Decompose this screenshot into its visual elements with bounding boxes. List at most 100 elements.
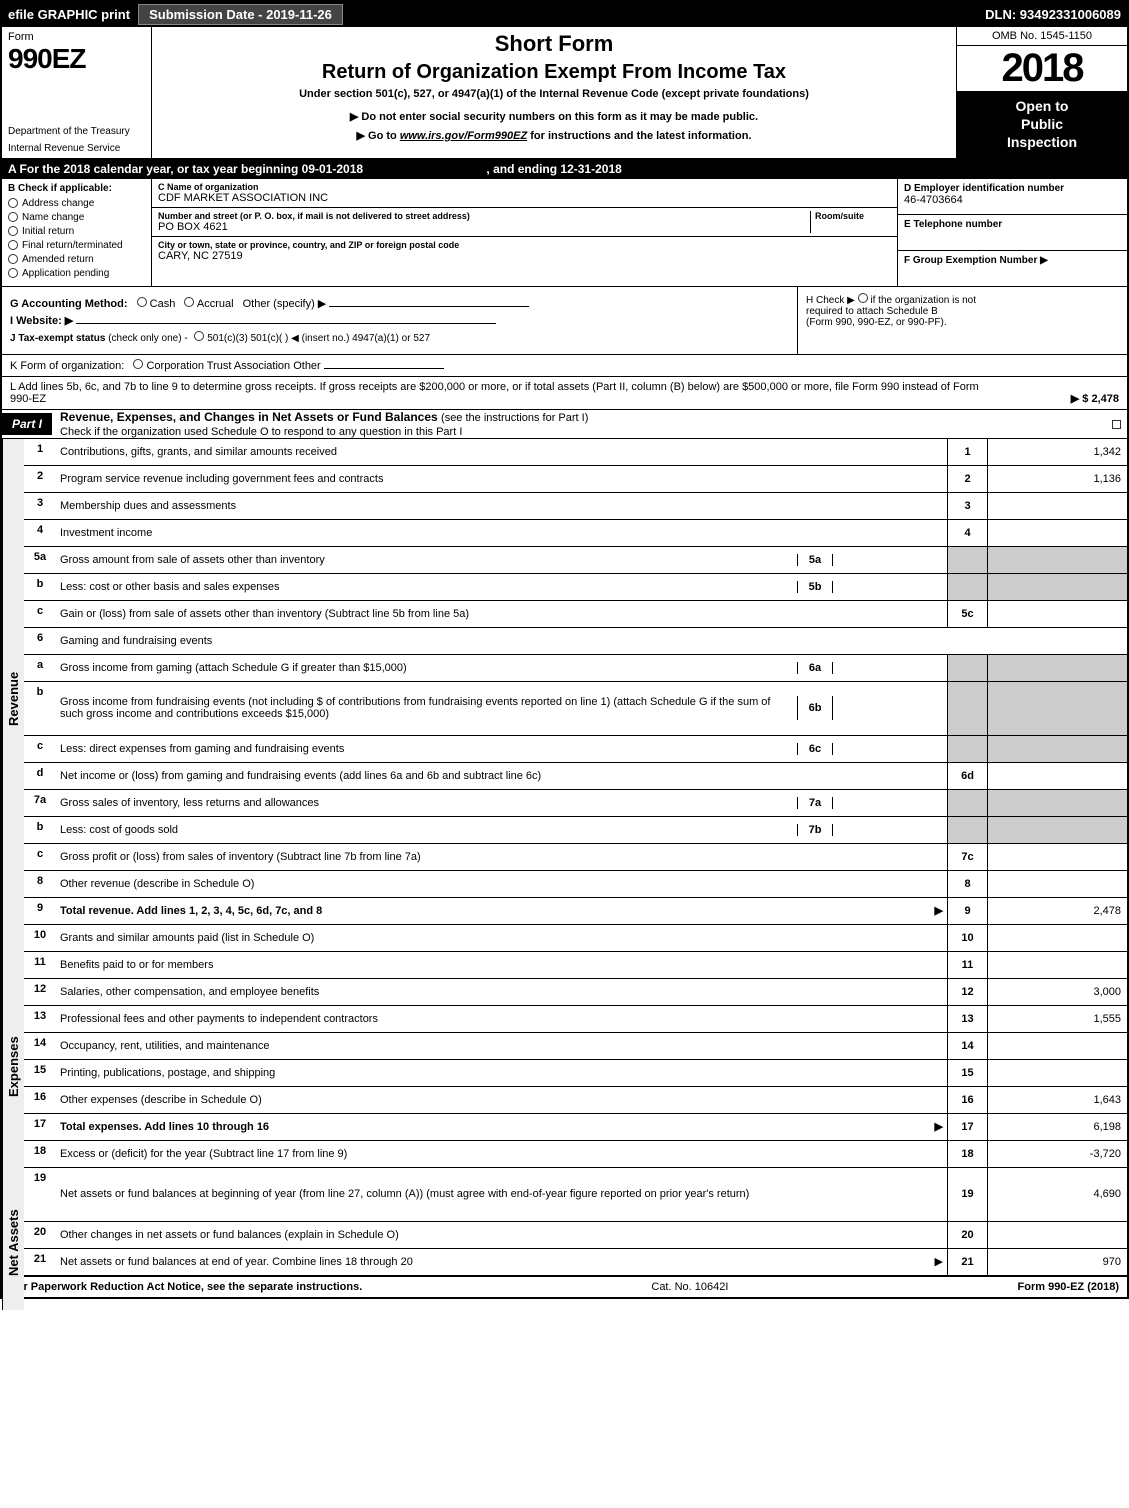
chk-final-return[interactable]: Final return/terminated xyxy=(8,240,145,251)
line-num: c xyxy=(24,736,56,762)
section-i: I Website: ▶ xyxy=(10,314,789,327)
line-ref: 13 xyxy=(947,1006,987,1032)
entity-block: B Check if applicable: Address change Na… xyxy=(2,179,1127,287)
line-5b: bLess: cost or other basis and sales exp… xyxy=(24,574,1127,601)
line-amount: 3,000 xyxy=(987,979,1127,1005)
line-amount xyxy=(987,520,1127,546)
line-desc: Gross profit or (loss) from sales of inv… xyxy=(56,844,947,870)
addr-label: Number and street (or P. O. box, if mail… xyxy=(158,211,804,221)
line-amount xyxy=(987,682,1127,735)
line-ref xyxy=(947,736,987,762)
line-ref: 3 xyxy=(947,493,987,519)
part-i-checkbox[interactable] xyxy=(1112,417,1121,431)
part-i-check-text: Check if the organization used Schedule … xyxy=(60,426,462,438)
submission-date: Submission Date - 2019-11-26 xyxy=(138,4,343,25)
line-ref: 10 xyxy=(947,925,987,951)
line-4: 4Investment income4 xyxy=(24,520,1127,547)
line-num: b xyxy=(24,817,56,843)
line-amount xyxy=(987,1060,1127,1086)
line-num: 7a xyxy=(24,790,56,816)
line-desc: Total revenue. Add lines 1, 2, 3, 4, 5c,… xyxy=(56,898,947,924)
line-amount xyxy=(987,790,1127,816)
vtab-expenses: Expenses xyxy=(2,959,24,1175)
line-desc: Less: cost or other basis and sales expe… xyxy=(56,574,947,600)
chk-initial-return[interactable]: Initial return xyxy=(8,226,145,237)
irs-link[interactable]: www.irs.gov/Form990EZ xyxy=(400,130,527,142)
line-num: 2 xyxy=(24,466,56,492)
line-10: 10Grants and similar amounts paid (list … xyxy=(24,925,1127,952)
line-num: c xyxy=(24,844,56,870)
line-num: 12 xyxy=(24,979,56,1005)
line-desc: Other expenses (describe in Schedule O) xyxy=(56,1087,947,1113)
line-desc: Gross income from gaming (attach Schedul… xyxy=(56,655,947,681)
chk-amended-return[interactable]: Amended return xyxy=(8,254,145,265)
line-desc: Gross income from fundraising events (no… xyxy=(56,682,947,735)
city-label: City or town, state or province, country… xyxy=(158,240,891,250)
line-num: 1 xyxy=(24,439,56,465)
chk-address-change[interactable]: Address change xyxy=(8,198,145,209)
part-i-label: Part I xyxy=(2,413,52,435)
line-6d: dNet income or (loss) from gaming and fu… xyxy=(24,763,1127,790)
irs-label: Internal Revenue Service xyxy=(8,143,145,154)
part-i-title: Revenue, Expenses, and Changes in Net As… xyxy=(60,410,438,424)
line-desc: Less: cost of goods sold7b xyxy=(56,817,947,843)
vtab-revenue: Revenue xyxy=(2,439,24,959)
dln: DLN: 93492331006089 xyxy=(985,7,1121,22)
line-16: 16Other expenses (describe in Schedule O… xyxy=(24,1087,1127,1114)
line-17: 17Total expenses. Add lines 10 through 1… xyxy=(24,1114,1127,1141)
meta-left: G Accounting Method: Cash Accrual Other … xyxy=(2,287,797,354)
goto-suffix: for instructions and the latest informat… xyxy=(527,130,751,142)
line-amount xyxy=(987,817,1127,843)
goto-note: ▶ Go to www.irs.gov/Form990EZ for instru… xyxy=(160,129,948,142)
room-label: Room/suite xyxy=(815,211,891,221)
form-page: efile GRAPHIC print Submission Date - 20… xyxy=(0,0,1129,1299)
line-amount xyxy=(987,736,1127,762)
line-num: 20 xyxy=(24,1222,56,1248)
line-ref: 19 xyxy=(947,1168,987,1221)
line-3: 3Membership dues and assessments3 xyxy=(24,493,1127,520)
footer-left: For Paperwork Reduction Act Notice, see … xyxy=(10,1281,362,1293)
line-desc: Salaries, other compensation, and employ… xyxy=(56,979,947,1005)
meta-block: G Accounting Method: Cash Accrual Other … xyxy=(2,287,1127,355)
line-19: 19Net assets or fund balances at beginni… xyxy=(24,1168,1127,1222)
efile-label: efile GRAPHIC print xyxy=(8,7,130,22)
line-ref: 14 xyxy=(947,1033,987,1059)
chk-application-pending[interactable]: Application pending xyxy=(8,268,145,279)
line-desc: Contributions, gifts, grants, and simila… xyxy=(56,439,947,465)
footer-right: Form 990-EZ (2018) xyxy=(1018,1281,1119,1293)
line-ref: 4 xyxy=(947,520,987,546)
period-row: A For the 2018 calendar year, or tax yea… xyxy=(2,159,1127,179)
short-form-title: Short Form xyxy=(160,31,948,57)
line-num: 14 xyxy=(24,1033,56,1059)
section-k: K Form of organization: Corporation Trus… xyxy=(2,355,1127,377)
line-desc: Gross amount from sale of assets other t… xyxy=(56,547,947,573)
section-b: B Check if applicable: Address change Na… xyxy=(2,179,152,286)
section-g: G Accounting Method: Cash Accrual Other … xyxy=(10,297,789,310)
body-lines: 1Contributions, gifts, grants, and simil… xyxy=(24,439,1127,1276)
line-amount xyxy=(987,844,1127,870)
line-ref xyxy=(947,547,987,573)
line-9: 9Total revenue. Add lines 1, 2, 3, 4, 5c… xyxy=(24,898,1127,925)
line-amount xyxy=(987,763,1127,789)
line-7c: cGross profit or (loss) from sales of in… xyxy=(24,844,1127,871)
line-desc: Other revenue (describe in Schedule O) xyxy=(56,871,947,897)
form-left: Form 990EZ Department of the Treasury In… xyxy=(2,27,152,158)
grid-section: Revenue Expenses Net Assets 1Contributio… xyxy=(2,439,1127,1276)
line-amount: 2,478 xyxy=(987,898,1127,924)
line-amount: -3,720 xyxy=(987,1141,1127,1167)
line-8: 8Other revenue (describe in Schedule O)8 xyxy=(24,871,1127,898)
line-num: 8 xyxy=(24,871,56,897)
line-7a: 7aGross sales of inventory, less returns… xyxy=(24,790,1127,817)
line-ref: 18 xyxy=(947,1141,987,1167)
chk-name-change[interactable]: Name change xyxy=(8,212,145,223)
line-amount xyxy=(987,547,1127,573)
line-desc: Net income or (loss) from gaming and fun… xyxy=(56,763,947,789)
line-desc: Excess or (deficit) for the year (Subtra… xyxy=(56,1141,947,1167)
line-desc: Investment income xyxy=(56,520,947,546)
line-12: 12Salaries, other compensation, and empl… xyxy=(24,979,1127,1006)
line-6: 6Gaming and fundraising events xyxy=(24,628,1127,655)
line-6c: cLess: direct expenses from gaming and f… xyxy=(24,736,1127,763)
topbar: efile GRAPHIC print Submission Date - 20… xyxy=(2,2,1127,27)
omb-number: OMB No. 1545-1150 xyxy=(957,27,1127,46)
section-l-text: L Add lines 5b, 6c, and 7b to line 9 to … xyxy=(10,381,999,405)
